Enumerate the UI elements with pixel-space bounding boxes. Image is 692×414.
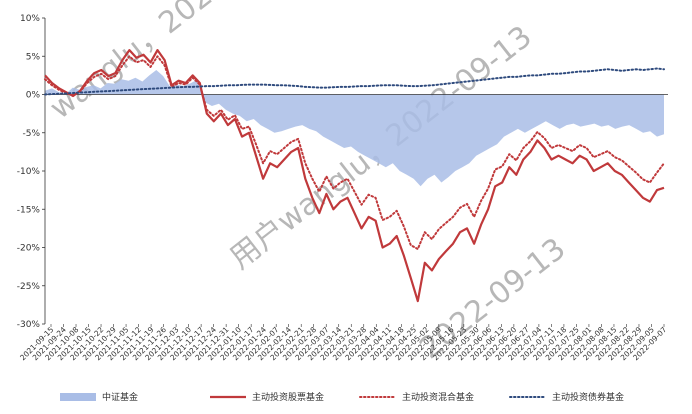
legend-label: 中证基金 <box>102 391 138 403</box>
series-area-zhongzheng <box>45 70 664 187</box>
y-tick-label: 10% <box>20 14 40 24</box>
legend-swatch-area <box>60 393 96 401</box>
y-tick-label: -30% <box>17 320 41 330</box>
line-series-layer <box>44 49 665 303</box>
series-line-1 <box>44 49 665 303</box>
series-line-3 <box>44 67 665 96</box>
legend-label: 主动投资债券基金 <box>552 391 624 403</box>
legend: 中证基金 主动投资股票基金 主动投资混合基金 主动投资债券基金 <box>60 391 624 403</box>
y-tick-label: -5% <box>22 129 40 139</box>
y-tick-label: -25% <box>17 282 41 292</box>
axes: 10%5%0%-5%-10%-15%-20%-25%-30%2021-09-15… <box>17 14 669 362</box>
y-tick-label: -10% <box>17 167 41 177</box>
legend-label: 主动投资股票基金 <box>252 391 324 403</box>
y-tick-label: 0% <box>26 91 41 101</box>
y-tick-label: -20% <box>17 244 41 254</box>
legend-label: 主动投资混合基金 <box>402 391 474 403</box>
area-series-layer <box>45 70 664 187</box>
series-line-2 <box>44 55 665 250</box>
y-tick-label: 5% <box>26 52 41 62</box>
y-tick-label: -15% <box>17 205 41 215</box>
